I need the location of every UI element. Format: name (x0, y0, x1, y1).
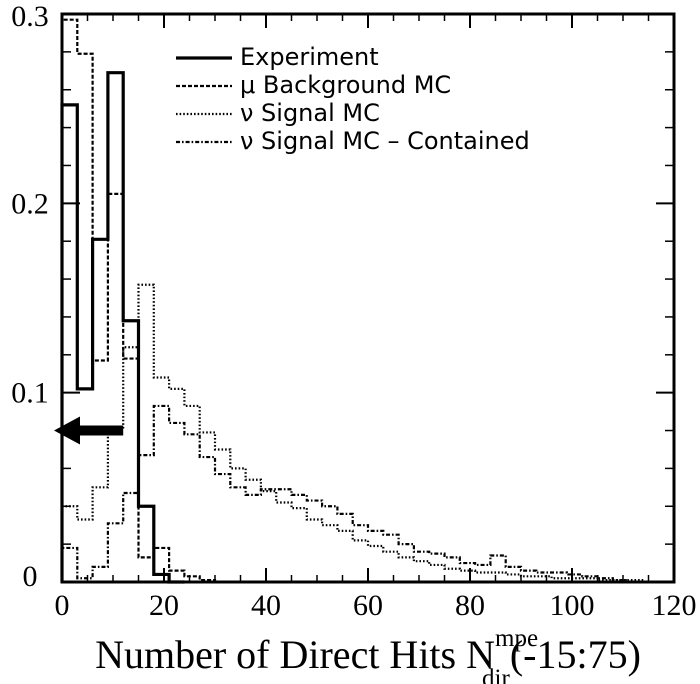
x-axis-title: Number of Direct Hits Nmpe dir(-15:75) (95, 625, 641, 684)
x-axis-title-tail: (-15:75) (510, 632, 641, 677)
x-axis-title-sub: dir (482, 665, 510, 684)
legend-label-4: ν Signal MC – Contained (240, 127, 530, 155)
x-axis-title-super: mpe (495, 625, 538, 652)
x-tick-label: 20 (149, 589, 179, 622)
x-tick-label: 40 (251, 589, 281, 622)
x-tick-label: 80 (455, 589, 485, 622)
legend-label-2: μ Background MC (240, 71, 451, 99)
annotation-layer (54, 416, 124, 445)
axis-ticks: 0 20 40 60 80 100 120 0 0.1 0.2 0.3 (11, 0, 696, 622)
series-line-4 (60, 404, 644, 584)
x-tick-label: 120 (652, 589, 697, 622)
x-tick-label: 0 (55, 589, 70, 622)
y-tick-label: 0.3 (11, 0, 49, 33)
y-tick-label: 0.2 (11, 187, 49, 220)
x-tick-label: 100 (550, 589, 595, 622)
legend-label-3: ν Signal MC (240, 99, 380, 127)
y-tick-label: 0 (23, 560, 38, 593)
series-line-3 (60, 283, 645, 582)
x-tick-label: 60 (353, 589, 383, 622)
series-layer (60, 18, 645, 584)
y-tick-label: 0.1 (11, 377, 49, 410)
series-line-1 (60, 71, 185, 584)
cut-arrow-icon (54, 416, 124, 445)
legend-label-1: Experiment (240, 43, 379, 71)
x-axis-title-main: Number of Direct Hits N (95, 632, 495, 677)
